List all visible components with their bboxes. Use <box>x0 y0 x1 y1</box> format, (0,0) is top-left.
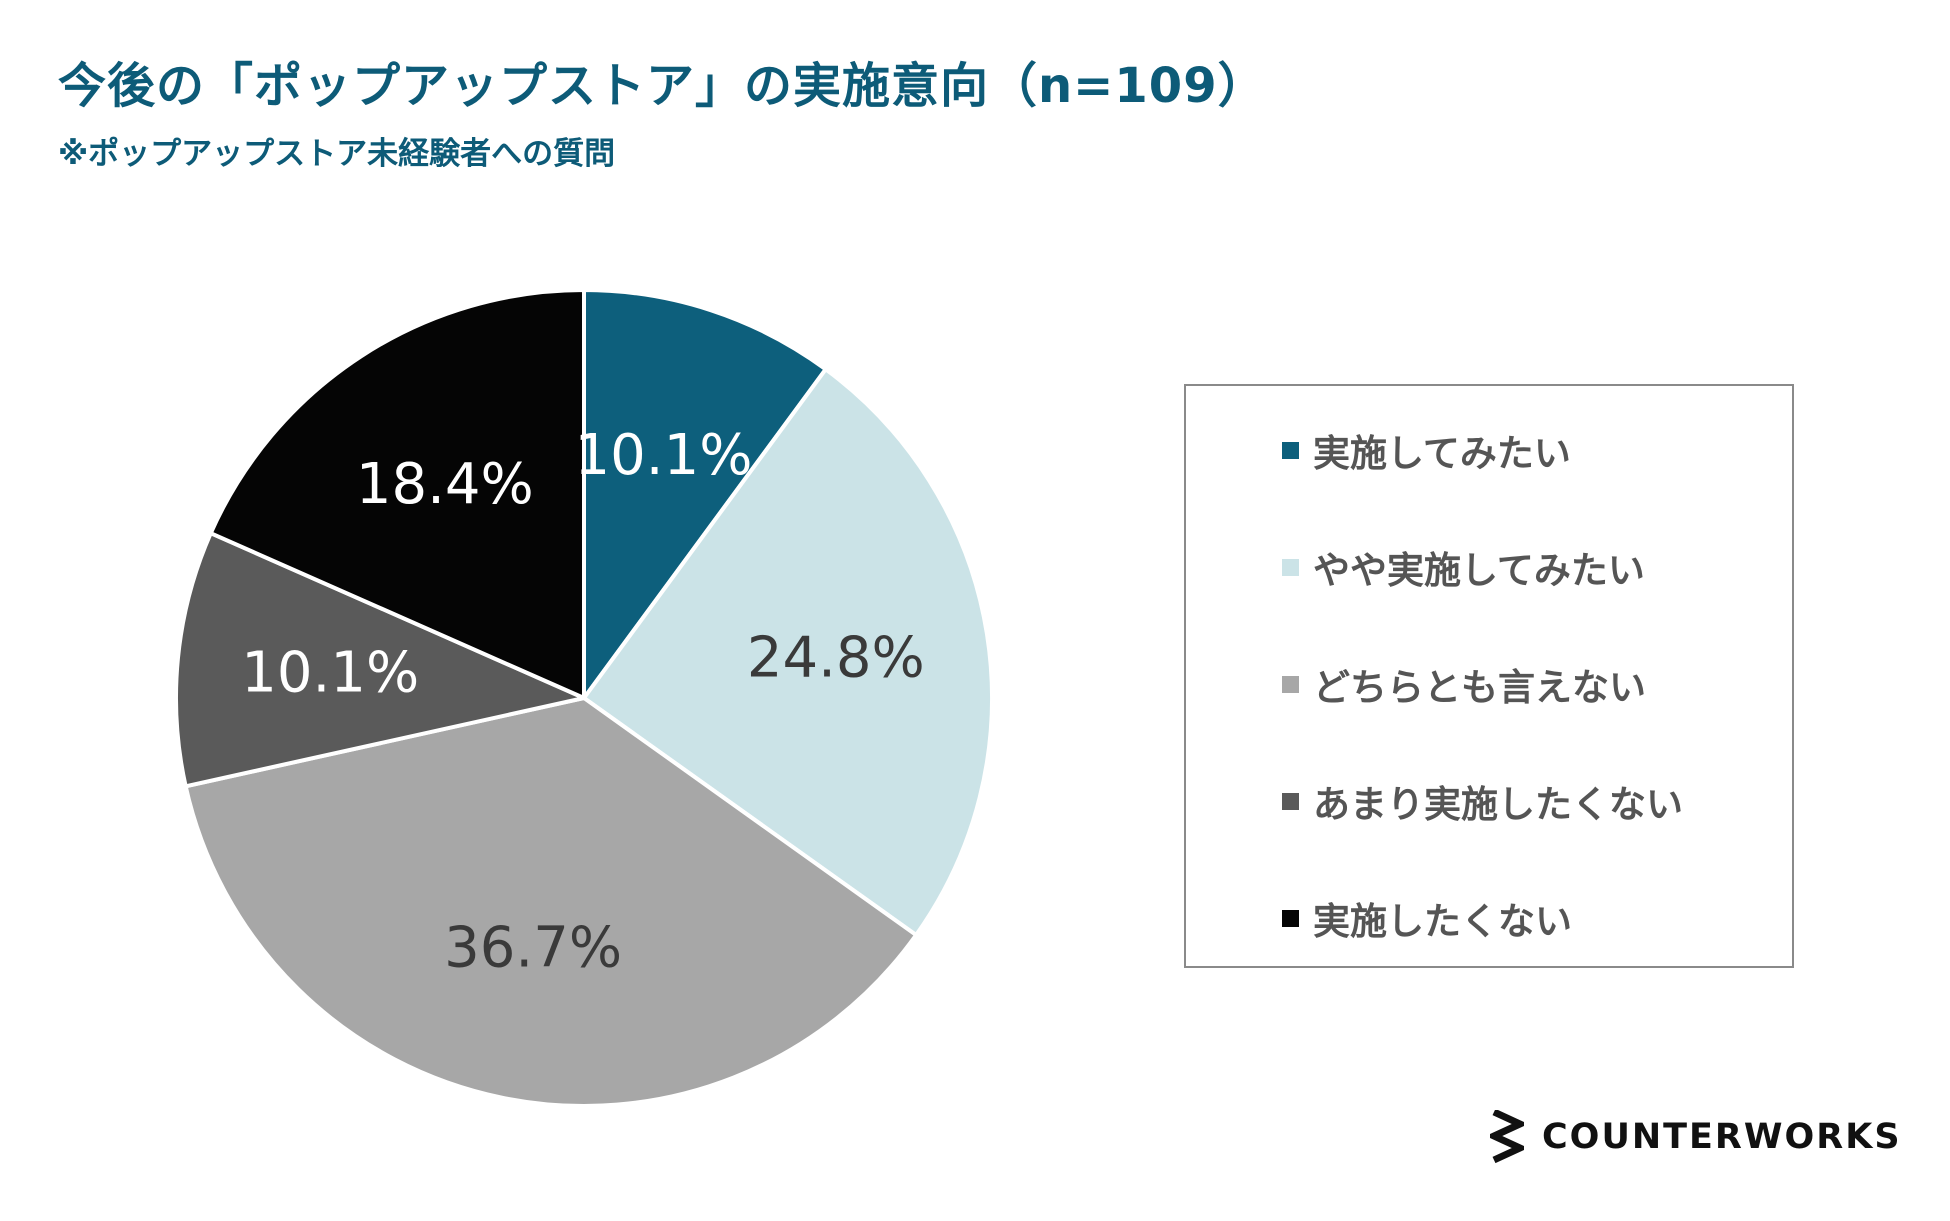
brand-name: COUNTERWORKS <box>1542 1117 1902 1157</box>
pie-data-label: 18.4% <box>356 452 534 517</box>
legend-swatch <box>1282 792 1299 810</box>
legend-label: どちらとも言えない <box>1313 666 1646 709</box>
pie-slice <box>174 531 586 789</box>
pie-slice <box>582 367 994 938</box>
legend: 実施してみたい やや実施してみたい どちらとも言えない あまり実施したくない 実… <box>1184 384 1794 968</box>
legend-swatch <box>1282 909 1299 927</box>
legend-label: 実施してみたい <box>1313 432 1571 475</box>
legend-swatch <box>1282 675 1299 693</box>
legend-label: あまり実施したくない <box>1313 783 1683 826</box>
legend-swatch <box>1282 558 1299 576</box>
legend-label: やや実施してみたい <box>1313 549 1645 592</box>
pie-slice <box>183 696 919 1108</box>
pie-data-label: 10.1% <box>241 640 419 705</box>
pie-data-label: 10.1% <box>575 423 753 488</box>
counterworks-logo-icon <box>1490 1110 1524 1164</box>
legend-item: やや実施してみたい <box>1282 547 1645 592</box>
legend-item: あまり実施したくない <box>1282 781 1683 826</box>
pie-slice <box>208 288 586 700</box>
legend-label: 実施したくない <box>1313 900 1572 943</box>
chart-subtitle: ※ポップアップストア未経験者への質問 <box>58 136 616 172</box>
legend-swatch <box>1282 441 1299 459</box>
pie-data-label: 36.7% <box>444 915 622 980</box>
pie-data-label: 24.8% <box>747 625 925 690</box>
legend-item: どちらとも言えない <box>1282 664 1646 709</box>
pie-slice <box>582 288 828 700</box>
brand-logo: COUNTERWORKS <box>1490 1110 1902 1164</box>
chart-title: 今後の「ポップアップストア」の実施意向（n=109） <box>58 58 1267 114</box>
legend-item: 実施したくない <box>1282 898 1572 943</box>
legend-item: 実施してみたい <box>1282 430 1571 475</box>
